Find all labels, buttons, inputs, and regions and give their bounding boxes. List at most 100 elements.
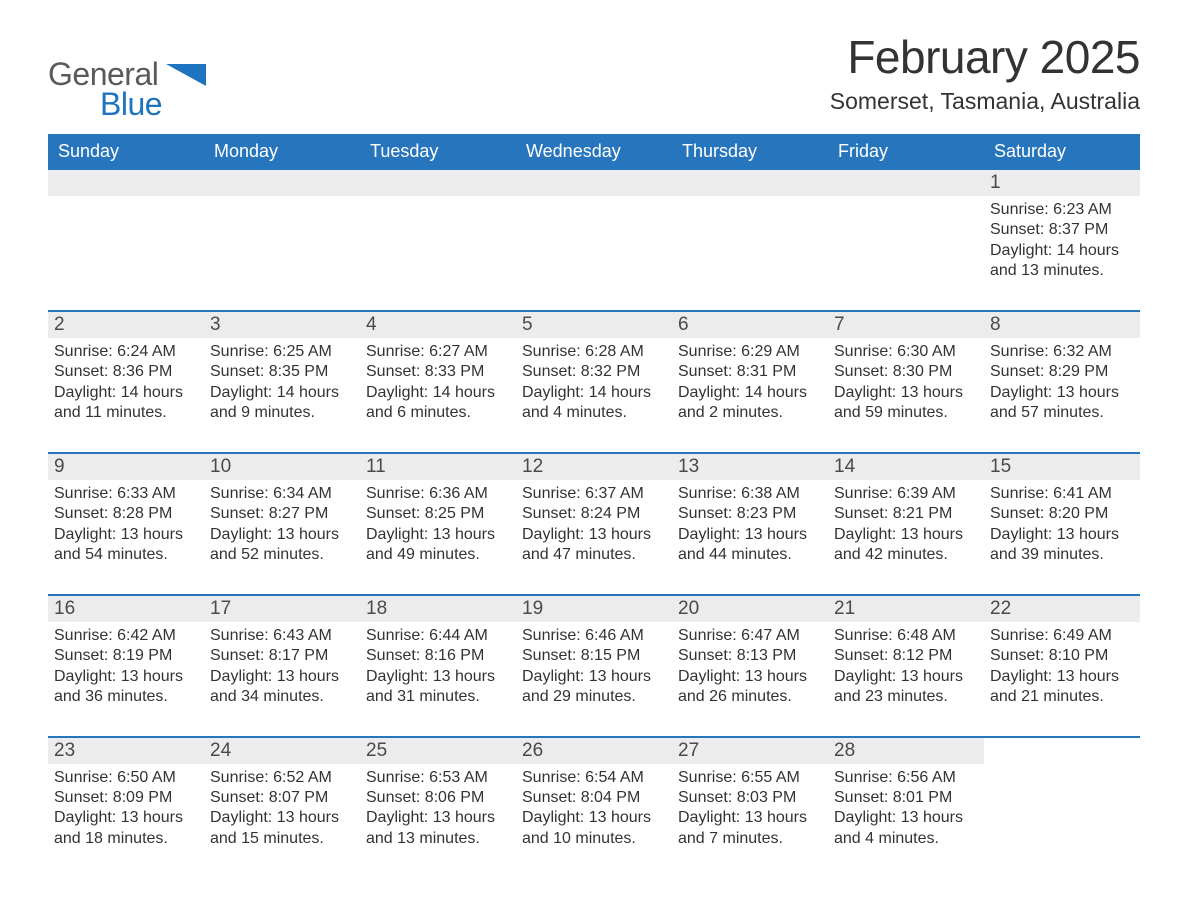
day-number: 12 [516,454,672,480]
dow-cell: Monday [204,134,360,170]
day-info: Sunrise: 6:48 AMSunset: 8:12 PMDaylight:… [834,626,974,708]
dow-cell: Saturday [984,134,1140,170]
header: General Blue February 2025 Somerset, Tas… [48,30,1140,120]
daylight-text: Daylight: 14 hours and 4 minutes. [522,383,662,424]
sunset-text: Sunset: 8:03 PM [678,788,818,808]
day-number [360,170,516,196]
day-cell [516,170,672,288]
daylight-text: Daylight: 13 hours and 26 minutes. [678,667,818,708]
sunset-text: Sunset: 8:13 PM [678,646,818,666]
sunset-text: Sunset: 8:24 PM [522,504,662,524]
day-info: Sunrise: 6:55 AMSunset: 8:03 PMDaylight:… [678,768,818,850]
sunrise-text: Sunrise: 6:32 AM [990,342,1130,362]
day-cell: 5 Sunrise: 6:28 AMSunset: 8:32 PMDaylight… [516,312,672,430]
day-number: 9 [48,454,204,480]
day-info: Sunrise: 6:33 AMSunset: 8:28 PMDaylight:… [54,484,194,566]
day-info: Sunrise: 6:50 AMSunset: 8:09 PMDaylight:… [54,768,194,850]
daylight-text: Daylight: 13 hours and 47 minutes. [522,525,662,566]
sunset-text: Sunset: 8:31 PM [678,362,818,382]
week-row: 1Sunrise: 6:23 AMSunset: 8:37 PMDaylight… [48,170,1140,288]
sunrise-text: Sunrise: 6:56 AM [834,768,974,788]
day-cell: 6Sunrise: 6:29 AMSunset: 8:31 PMDaylight… [672,312,828,430]
daylight-text: Daylight: 13 hours and 54 minutes. [54,525,194,566]
day-info: Sunrise: 6:47 AMSunset: 8:13 PMDaylight:… [678,626,818,708]
day-number: 25 [360,738,516,764]
sunrise-text: Sunrise: 6:38 AM [678,484,818,504]
day-number: 17 [204,596,360,622]
day-cell: 26Sunrise: 6:54 AMSunset: 8:04 PMDayligh… [516,738,672,856]
day-number: 11 [360,454,516,480]
brand-word-blue: Blue [100,88,162,120]
sunset-text: Sunset: 8:30 PM [834,362,974,382]
day-info: Sunrise: 6:27 AMSunset: 8:33 PMDaylight:… [366,342,506,424]
day-cell: 23Sunrise: 6:50 AMSunset: 8:09 PMDayligh… [48,738,204,856]
daylight-text: Daylight: 13 hours and 39 minutes. [990,525,1130,566]
sunrise-text: Sunrise: 6:44 AM [366,626,506,646]
daylight-text: Daylight: 13 hours and 44 minutes. [678,525,818,566]
sunset-text: Sunset: 8:23 PM [678,504,818,524]
sunrise-text: Sunrise: 6:28 AM [522,342,662,362]
sunset-text: Sunset: 8:10 PM [990,646,1130,666]
dow-cell: Friday [828,134,984,170]
daylight-text: Daylight: 13 hours and 42 minutes. [834,525,974,566]
daylight-text: Daylight: 13 hours and 10 minutes. [522,808,662,849]
sunrise-text: Sunrise: 6:37 AM [522,484,662,504]
sunrise-text: Sunrise: 6:52 AM [210,768,350,788]
day-number: 24 [204,738,360,764]
week-row: 23Sunrise: 6:50 AMSunset: 8:09 PMDayligh… [48,736,1140,856]
sunset-text: Sunset: 8:28 PM [54,504,194,524]
day-number [204,170,360,196]
day-cell [984,738,1140,856]
daylight-text: Daylight: 13 hours and 23 minutes. [834,667,974,708]
sunrise-text: Sunrise: 6:53 AM [366,768,506,788]
day-number: 14 [828,454,984,480]
daylight-text: Daylight: 13 hours and 52 minutes. [210,525,350,566]
day-cell: 24 Sunrise: 6:52 AMSunset: 8:07 PMDayligh… [204,738,360,856]
day-number: 5 [516,312,672,338]
daylight-text: Daylight: 13 hours and 4 minutes. [834,808,974,849]
sunset-text: Sunset: 8:09 PM [54,788,194,808]
daylight-text: Daylight: 13 hours and 13 minutes. [366,808,506,849]
day-info: Sunrise: 6:43 AMSunset: 8:17 PMDaylight:… [210,626,350,708]
sunset-text: Sunset: 8:01 PM [834,788,974,808]
day-info: Sunrise: 6:34 AMSunset: 8:27 PMDaylight:… [210,484,350,566]
sunset-text: Sunset: 8:19 PM [54,646,194,666]
day-cell: 19Sunrise: 6:46 AMSunset: 8:15 PMDayligh… [516,596,672,714]
sunrise-text: Sunrise: 6:43 AM [210,626,350,646]
day-number: 15 [984,454,1140,480]
day-info: Sunrise: 6:46 AMSunset: 8:15 PMDaylight:… [522,626,662,708]
sunset-text: Sunset: 8:07 PM [210,788,350,808]
day-cell [48,170,204,288]
day-cell: 21Sunrise: 6:48 AMSunset: 8:12 PMDayligh… [828,596,984,714]
calendar-grid: SundayMondayTuesdayWednesdayThursdayFrid… [48,134,1140,855]
sunset-text: Sunset: 8:06 PM [366,788,506,808]
day-cell: 2Sunrise: 6:24 AMSunset: 8:36 PMDaylight… [48,312,204,430]
day-number: 13 [672,454,828,480]
week-row: 16Sunrise: 6:42 AMSunset: 8:19 PMDayligh… [48,594,1140,714]
day-cell [360,170,516,288]
dow-cell: Wednesday [516,134,672,170]
day-cell: 16Sunrise: 6:42 AMSunset: 8:19 PMDayligh… [48,596,204,714]
sunset-text: Sunset: 8:32 PM [522,362,662,382]
day-cell: 27Sunrise: 6:55 AMSunset: 8:03 PMDayligh… [672,738,828,856]
day-cell: 9 Sunrise: 6:33 AMSunset: 8:28 PMDaylight… [48,454,204,572]
sunrise-text: Sunrise: 6:34 AM [210,484,350,504]
sunrise-text: Sunrise: 6:50 AM [54,768,194,788]
sunrise-text: Sunrise: 6:25 AM [210,342,350,362]
sunset-text: Sunset: 8:20 PM [990,504,1130,524]
sunset-text: Sunset: 8:15 PM [522,646,662,666]
daylight-text: Daylight: 13 hours and 21 minutes. [990,667,1130,708]
day-number: 10 [204,454,360,480]
daylight-text: Daylight: 14 hours and 9 minutes. [210,383,350,424]
day-info: Sunrise: 6:56 AMSunset: 8:01 PMDaylight:… [834,768,974,850]
weeks-container: 1Sunrise: 6:23 AMSunset: 8:37 PMDaylight… [48,170,1140,855]
daylight-text: Daylight: 13 hours and 15 minutes. [210,808,350,849]
sunset-text: Sunset: 8:33 PM [366,362,506,382]
day-number: 20 [672,596,828,622]
day-info: Sunrise: 6:54 AMSunset: 8:04 PMDaylight:… [522,768,662,850]
dow-cell: Tuesday [360,134,516,170]
day-info: Sunrise: 6:30 AMSunset: 8:30 PMDaylight:… [834,342,974,424]
day-number: 6 [672,312,828,338]
day-number: 7 [828,312,984,338]
day-number [516,170,672,196]
